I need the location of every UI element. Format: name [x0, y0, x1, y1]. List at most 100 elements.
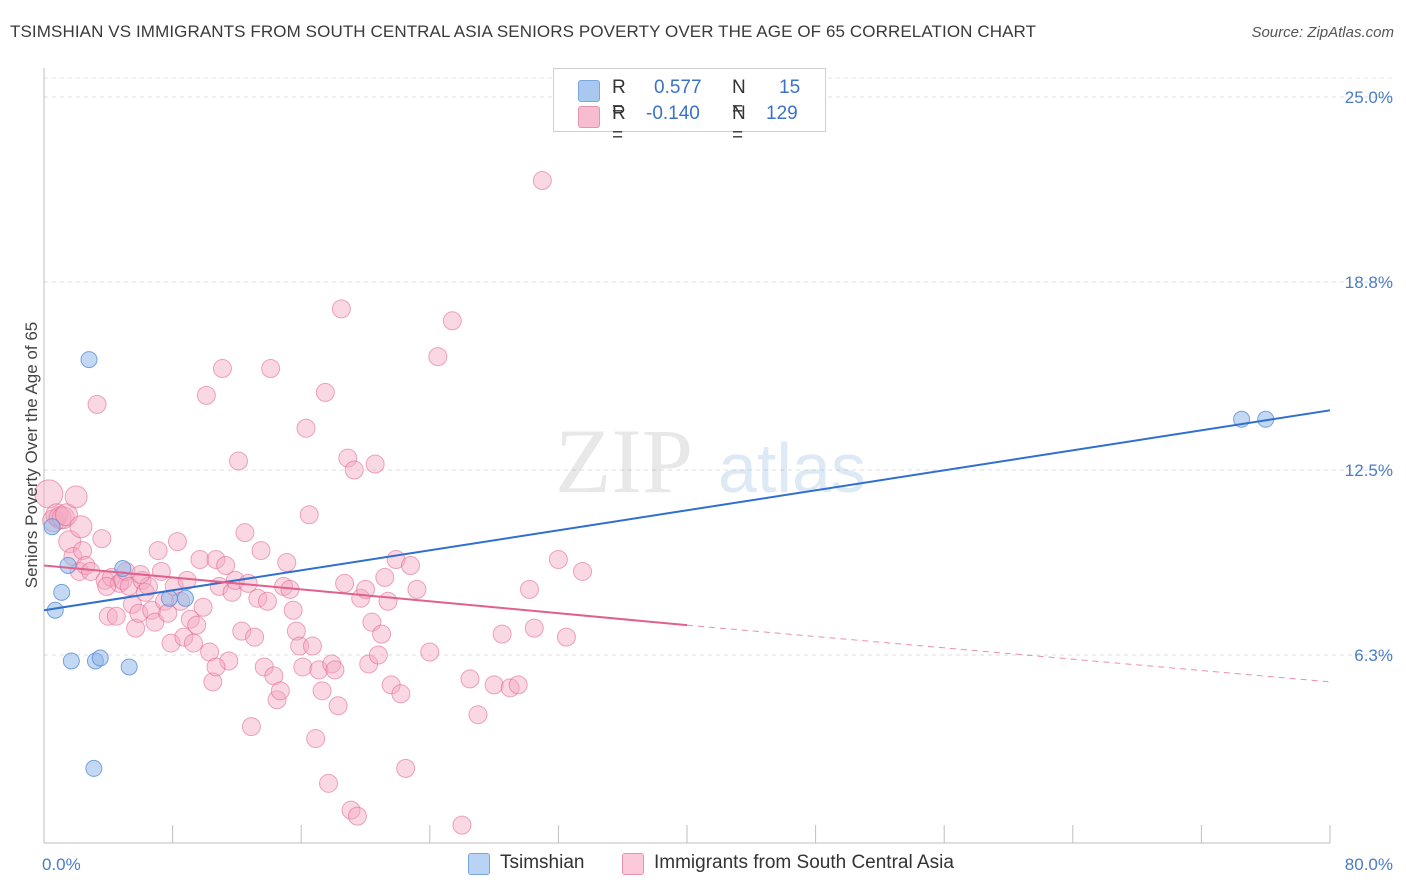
immigrants-point	[277, 553, 297, 573]
y-tick-label: 25.0%	[1345, 88, 1393, 107]
legend-r-value: 0.577	[654, 77, 702, 98]
immigrants-point	[356, 579, 375, 599]
immigrants-point	[106, 606, 126, 626]
immigrants-point	[401, 555, 421, 575]
bottom-legend-swatch-immigrants	[622, 853, 644, 875]
immigrants-point	[548, 550, 568, 570]
immigrants-trend-line	[43, 564, 688, 627]
immigrants-point	[368, 645, 388, 665]
immigrants-point	[98, 606, 118, 626]
chart-source: Source: ZipAtlas.com	[1251, 24, 1394, 41]
x-tick-label: 0.0%	[42, 855, 81, 874]
immigrants-point	[319, 773, 339, 793]
immigrants-point	[299, 505, 319, 525]
immigrants-point	[519, 579, 539, 599]
immigrants-point	[241, 717, 261, 737]
immigrants-point	[312, 681, 332, 701]
immigrants-point	[378, 591, 398, 611]
immigrants-point	[196, 385, 216, 405]
immigrants-point	[315, 382, 335, 402]
y-tick-label: 6.3%	[1354, 646, 1393, 665]
immigrants-point	[203, 672, 223, 692]
immigrants-point	[193, 597, 213, 617]
immigrants-trend-extension	[686, 624, 1331, 683]
tsimshian-point	[160, 589, 178, 607]
immigrants-point	[573, 561, 593, 581]
immigrants-point	[365, 454, 385, 474]
immigrants-point	[407, 579, 427, 599]
immigrants-point	[428, 347, 448, 367]
immigrants-point	[325, 660, 345, 680]
immigrants-point	[302, 636, 322, 656]
bottom-legend: Tsimshian Immigrants from South Central …	[0, 852, 1406, 878]
immigrants-point	[306, 729, 326, 749]
tsimshian-point	[176, 589, 194, 607]
immigrants-point	[261, 359, 281, 379]
immigrants-point	[92, 529, 112, 549]
immigrants-point	[126, 618, 146, 638]
immigrants-point	[331, 299, 351, 319]
immigrants-point	[251, 541, 271, 561]
immigrants-point	[286, 621, 306, 641]
tsimshian-point	[59, 556, 77, 574]
tsimshian-point	[120, 658, 138, 676]
immigrants-point	[283, 600, 303, 620]
immigrants-point	[338, 448, 358, 468]
legend-r-value: -0.140	[646, 103, 700, 124]
immigrants-point	[335, 573, 355, 593]
immigrants-point	[219, 651, 239, 671]
tsimshian-point	[43, 518, 61, 536]
legend-r-label: R =	[612, 103, 626, 146]
legend-box: R = 0.577 N = 15 R = -0.140 N = 129	[553, 68, 826, 146]
immigrants-point	[532, 171, 552, 191]
watermark-atlas: atlas	[718, 429, 866, 507]
immigrants-point	[206, 550, 226, 570]
immigrants-point	[129, 603, 149, 623]
watermark-zip: ZIP	[555, 410, 693, 512]
immigrants-point	[216, 555, 236, 575]
immigrants-point	[187, 615, 207, 635]
y-tick-label: 12.5%	[1345, 461, 1393, 480]
immigrants-point	[97, 576, 117, 596]
immigrants-point	[309, 660, 329, 680]
immigrants-point	[344, 460, 364, 480]
legend-n-value: 129	[766, 103, 798, 124]
immigrants-point	[396, 758, 416, 778]
tsimshian-trend-line	[43, 409, 1331, 612]
tsimshian-point	[53, 583, 71, 601]
immigrants-point	[183, 633, 203, 653]
legend-n-label: N =	[732, 103, 746, 146]
immigrants-point	[257, 591, 277, 611]
immigrants-point	[293, 657, 313, 677]
watermark: ZIP atlas	[555, 410, 866, 512]
trend-lines	[43, 409, 1331, 683]
axes	[43, 68, 1331, 844]
immigrants-point	[229, 451, 249, 471]
immigrants-point	[391, 684, 411, 704]
bottom-legend-swatch-tsimshian	[468, 853, 490, 875]
immigrants-point	[64, 485, 88, 509]
immigrants-point	[484, 675, 504, 695]
tsimshian-point	[91, 649, 109, 667]
immigrants-point	[148, 541, 168, 561]
immigrants-point	[270, 681, 290, 701]
immigrants-point	[232, 621, 252, 641]
bottom-legend-label-tsimshian: Tsimshian	[500, 852, 585, 873]
immigrants-point	[452, 815, 472, 835]
immigrants-point	[420, 642, 440, 662]
tsimshian-point	[80, 351, 98, 369]
immigrants-point	[442, 311, 462, 331]
immigrants-point	[212, 359, 232, 379]
x-tick-label: 80.0%	[1345, 855, 1393, 874]
legend-n-label: N =	[732, 77, 746, 120]
legend-r-label: R =	[612, 77, 626, 120]
legend-swatch-immigrants	[578, 106, 600, 128]
immigrants-point	[206, 657, 226, 677]
immigrants-point	[73, 541, 93, 561]
y-tick-label: 18.8%	[1345, 273, 1393, 292]
immigrants-point	[174, 627, 194, 647]
immigrants-point	[347, 806, 367, 826]
immigrants-point	[69, 515, 93, 539]
y-axis-label: Seniors Poverty Over the Age of 65	[22, 322, 41, 588]
